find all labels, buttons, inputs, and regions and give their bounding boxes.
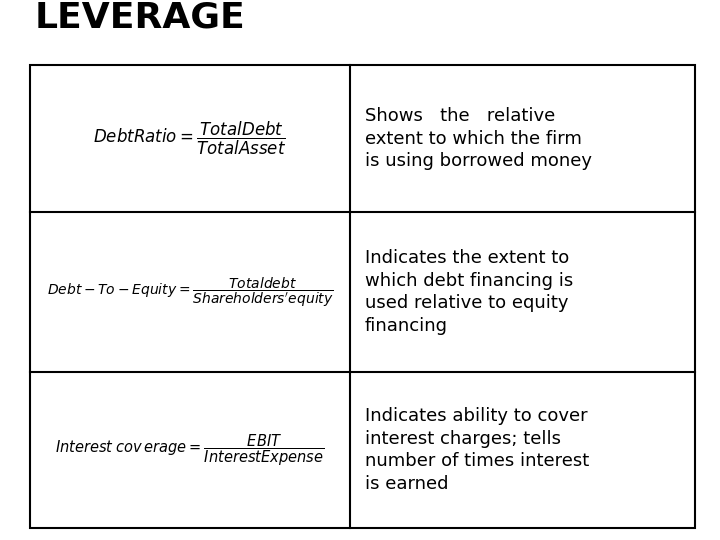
Text: $\mathit{Interest}\;\mathit{cov\,erage} = \dfrac{EBIT}{InterestExpense}$: $\mathit{Interest}\;\mathit{cov\,erage} … [55,432,325,468]
Text: Shows   the   relative
extent to which the firm
is using borrowed money: Shows the relative extent to which the f… [365,106,592,171]
Text: $\mathit{Debt-To-Equity} = \dfrac{Totaldebt}{Shareholders' equity}$: $\mathit{Debt-To-Equity} = \dfrac{Totald… [47,275,333,309]
Text: Indicates ability to cover
interest charges; tells
number of times interest
is e: Indicates ability to cover interest char… [365,407,589,494]
Bar [30,65,695,528]
Text: $\mathit{DebtRatio} = \dfrac{TotalDebt}{TotalAsset}$: $\mathit{DebtRatio} = \dfrac{TotalDebt}{… [94,120,287,157]
Text: Indicates the extent to
which debt financing is
used relative to equity
financin: Indicates the extent to which debt finan… [365,248,573,335]
Text: LEVERAGE: LEVERAGE [35,1,246,35]
